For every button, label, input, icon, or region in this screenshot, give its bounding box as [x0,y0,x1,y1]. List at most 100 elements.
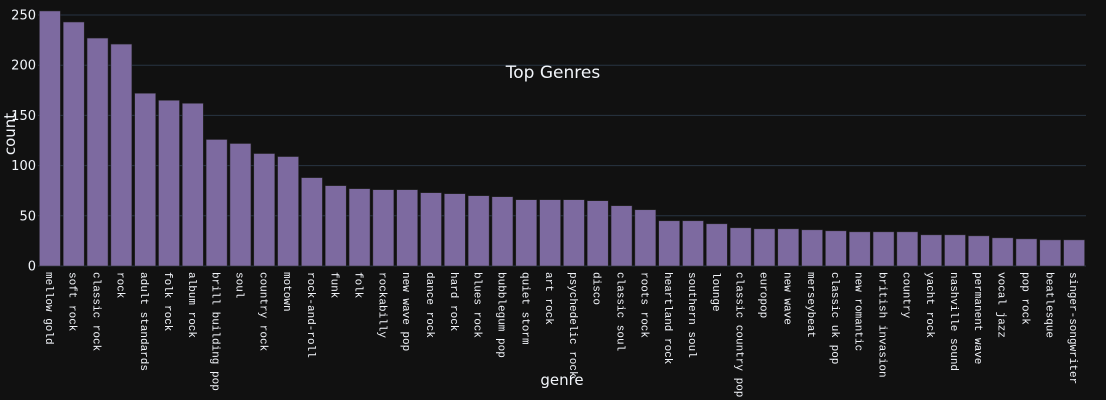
x-tick-label: merseybeat [804,272,816,338]
bar-europop[interactable] [753,228,776,267]
y-tick-labels: 0 50 100 150 200 250 [11,9,36,275]
x-tick-label: disco [590,272,602,305]
x-tick-label: mellow gold [42,272,54,345]
bar-pop-rock[interactable] [1015,238,1038,267]
x-tick-label: rockabilly [375,272,387,338]
bar-motown[interactable] [277,156,299,267]
bar-art-rock[interactable] [539,199,561,267]
bar-classic-rock[interactable] [86,37,109,267]
bar-classic-soul[interactable] [610,205,633,267]
bar-permanent-wave[interactable] [968,235,990,267]
x-tick-label: beatlesque [1042,272,1054,338]
bars [39,10,1085,267]
x-tick-labels: mellow gold soft rock classic rock rock adul… [42,272,1078,397]
bar-soul[interactable] [229,143,252,267]
bar-hard-rock[interactable] [444,193,466,267]
x-tick-label: rock [113,272,125,299]
bar-soft-rock[interactable] [62,21,85,267]
bar-country-rock[interactable] [253,153,276,267]
x-tick-label: art rock [542,272,554,325]
x-tick-label: quiet storm [518,272,530,345]
bar-adult-standards[interactable] [134,93,156,267]
x-tick-label: album rock [185,272,197,338]
y-tick-label: 0 [28,260,36,275]
bar-beatlesque[interactable] [1039,239,1062,267]
x-tick-label: hard rock [447,272,459,332]
bar-british-invasion[interactable] [872,231,895,267]
bar-funk[interactable] [324,185,347,267]
y-tick-label: 50 [19,209,36,224]
y-tick-label: 200 [11,59,36,74]
bar-disco[interactable] [586,200,609,267]
bar-classic-country-pop[interactable] [729,227,752,267]
x-axis-title: genre [540,371,583,389]
bar-quiet-storm[interactable] [515,199,538,267]
x-tick-label: singer-songwriter [1066,272,1078,384]
x-tick-label: pop rock [1018,272,1030,325]
bar-roots-rock[interactable] [634,209,657,267]
bar-vocal-jazz[interactable] [991,237,1014,267]
bar-folk-rock[interactable] [158,100,180,267]
bar-yacht-rock[interactable] [920,234,942,267]
bar-new-wave-pop[interactable] [396,189,418,267]
bar-classic-uk-pop[interactable] [825,230,847,267]
bar-nashville-sound[interactable] [944,234,966,267]
x-tick-label: lounge [709,272,721,312]
x-tick-label: country rock [256,272,268,352]
bar-rockabilly[interactable] [372,189,395,267]
x-tick-label: new wave pop [399,272,411,351]
x-tick-label: dance rock [423,272,435,338]
x-tick-label: soul [232,272,244,298]
bar-psychedelic-rock[interactable] [563,199,585,267]
bar-bubblegum-pop[interactable] [491,196,514,267]
y-tick-label: 100 [11,159,36,174]
bar-folk[interactable] [348,188,371,267]
x-tick-label: soft rock [66,272,78,332]
x-tick-label: psychedelic rock [566,272,578,378]
x-tick-label: classic uk pop [828,272,840,364]
bar-southern-soul[interactable] [682,220,704,267]
x-tick-label: bubblegum pop [494,272,506,358]
bar-rock-and-roll[interactable] [301,177,323,267]
x-tick-label: classic rock [90,272,102,352]
x-tick-label: new wave [780,272,792,325]
bar-brill-building-pop[interactable] [205,139,228,267]
x-tick-label: roots rock [637,272,649,338]
bar-rock[interactable] [110,43,133,267]
bar-country[interactable] [896,231,919,267]
x-tick-label: folk [352,272,364,299]
bar-blues-rock[interactable] [467,195,490,267]
x-tick-label: new romantic [852,272,864,351]
x-tick-label: folk rock [161,272,173,332]
x-tick-label: permanent wave [971,272,983,364]
y-tick-label: 250 [11,9,36,24]
bar-merseybeat[interactable] [801,229,823,267]
x-tick-label: yacht rock [923,272,935,338]
bar-new-romantic[interactable] [848,231,871,267]
y-axis-title: count [1,113,19,155]
x-tick-label: funk [328,272,340,299]
bar-heartland-rock[interactable] [658,220,680,267]
bar-album-rock[interactable] [182,103,204,267]
x-tick-label: heartland rock [661,272,673,365]
x-tick-label: europop [756,272,768,318]
bar-singer-songwriter[interactable] [1063,239,1085,267]
x-tick-label: blues rock [471,272,483,338]
chart-title: Top Genres [505,63,601,83]
x-tick-label: vocal jazz [995,272,1007,338]
bar-lounge[interactable] [706,223,728,267]
x-tick-label: british invasion [876,272,888,378]
bar-new-wave[interactable] [777,228,800,267]
x-tick-label: rock-and-roll [304,272,316,358]
x-tick-label: motown [280,272,292,312]
x-tick-label: southern soul [685,272,697,358]
y-tick-label: 150 [11,109,36,124]
bar-mellow-gold[interactable] [39,10,61,267]
x-tick-label: classic soul [614,272,626,351]
x-tick-label: classic country pop [733,272,745,397]
x-tick-label: adult standards [137,272,149,371]
bar-dance-rock[interactable] [420,192,442,267]
x-tick-label: country [899,272,911,319]
